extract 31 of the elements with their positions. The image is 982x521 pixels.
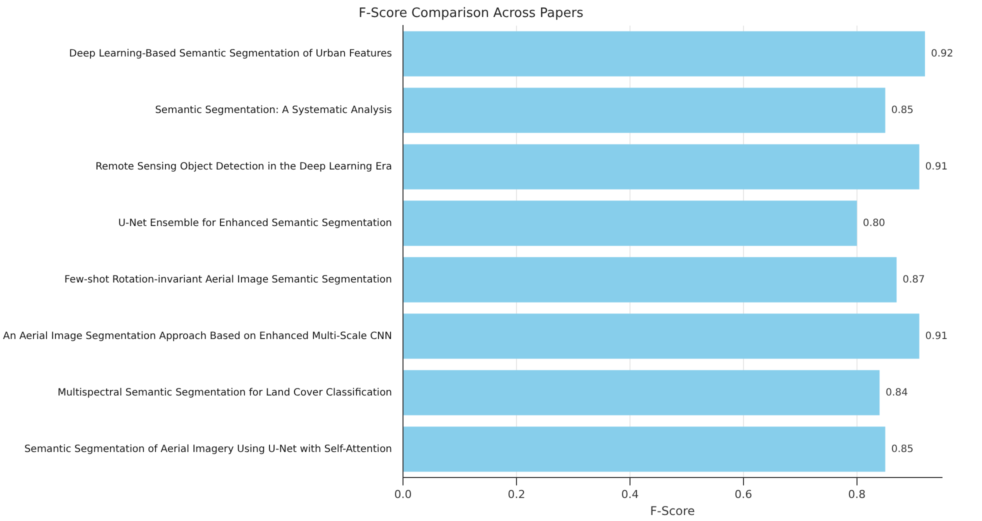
data-label: 0.91 bbox=[925, 330, 948, 342]
bar bbox=[404, 144, 920, 190]
y-tick-label: Remote Sensing Object Detection in the Deep Learning Era bbox=[95, 161, 392, 172]
x-tick-label: 0.6 bbox=[734, 488, 752, 501]
bar bbox=[404, 314, 920, 359]
bar bbox=[404, 88, 886, 133]
y-tick-label: Multispectral Semantic Segmentation for Land Cover Classification bbox=[58, 387, 392, 398]
y-tick-label: Semantic Segmentation: A Systematic Analysis bbox=[155, 104, 392, 116]
y-tick-label: Deep Learning-Based Semantic Segmentation of Urban Features bbox=[69, 48, 392, 60]
x-tick-label: 0.4 bbox=[621, 488, 639, 501]
data-label: 0.85 bbox=[891, 104, 914, 116]
bar bbox=[404, 426, 886, 472]
data-label: 0.85 bbox=[891, 444, 914, 455]
y-tick-label: U-Net Ensemble for Enhanced Semantic Segmentation bbox=[118, 218, 392, 229]
bar bbox=[404, 370, 880, 416]
x-axis-title: F-Score bbox=[650, 504, 695, 518]
y-tick-label: An Aerial Image Segmentation Approach Based on Enhanced Multi-Scale CNN bbox=[2, 330, 392, 342]
data-label: 0.91 bbox=[925, 161, 948, 172]
x-tick-label: 0.2 bbox=[508, 488, 526, 501]
bar bbox=[404, 31, 925, 76]
x-tick-label: 0.8 bbox=[848, 488, 866, 501]
x-tick-label: 0.0 bbox=[394, 488, 412, 501]
y-tick-label: Few-shot Rotation-invariant Aerial Image Semantic Segmentation bbox=[64, 274, 392, 286]
bar bbox=[404, 200, 857, 246]
data-label: 0.87 bbox=[902, 274, 925, 286]
bar bbox=[404, 257, 897, 302]
data-label: 0.92 bbox=[930, 48, 954, 60]
chart-title: F-Score Comparison Across Papers bbox=[358, 6, 584, 22]
data-label: 0.80 bbox=[862, 218, 886, 229]
data-label: 0.84 bbox=[886, 387, 908, 398]
y-tick-label: Semantic Segmentation of Aerial Imagery Using U-Net with Self-Attention bbox=[24, 444, 392, 455]
